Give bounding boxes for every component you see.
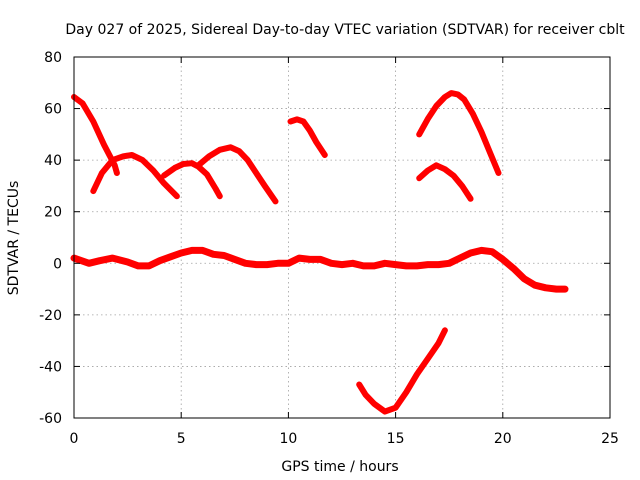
chart-title: Day 027 of 2025, Sidereal Day-to-day VTE… xyxy=(65,22,625,38)
y-tick-label: -20 xyxy=(39,308,62,324)
x-tick-label: 15 xyxy=(387,431,405,447)
series-arc-8 xyxy=(356,327,448,415)
series-arc-6 xyxy=(416,90,502,176)
x-tick-label: 20 xyxy=(494,431,512,447)
plot-frame xyxy=(73,56,611,419)
x-tick-label: 25 xyxy=(601,431,619,447)
series-arc-1 xyxy=(71,94,120,176)
x-tick-label: 5 xyxy=(177,431,186,447)
y-tick-label: 60 xyxy=(44,102,62,118)
series-arc-3 xyxy=(161,160,223,200)
data-traces xyxy=(70,90,569,415)
x-tick-label: 10 xyxy=(279,431,297,447)
y-tick-label: 80 xyxy=(44,50,62,66)
x-axis-label: GPS time / hours xyxy=(281,459,398,475)
grid xyxy=(74,57,610,418)
axis-ticks: 0 5 10 15 20 25 -60 -40 -20 0 20 40 60 80 xyxy=(39,50,619,447)
y-tick-label: 20 xyxy=(44,205,62,221)
y-tick-label: 0 xyxy=(53,256,62,272)
y-axis-label: SDTVAR / TECUs xyxy=(6,181,22,296)
y-tick-label: 40 xyxy=(44,153,62,169)
y-tick-label: -60 xyxy=(39,411,62,427)
series-arc-5 xyxy=(287,116,328,158)
series-arc-7 xyxy=(416,162,474,202)
y-tick-label: -40 xyxy=(39,359,62,375)
series-baseline xyxy=(70,246,569,293)
series-arc-4 xyxy=(195,144,279,205)
series-arc-2 xyxy=(90,152,180,200)
x-tick-label: 0 xyxy=(70,431,79,447)
